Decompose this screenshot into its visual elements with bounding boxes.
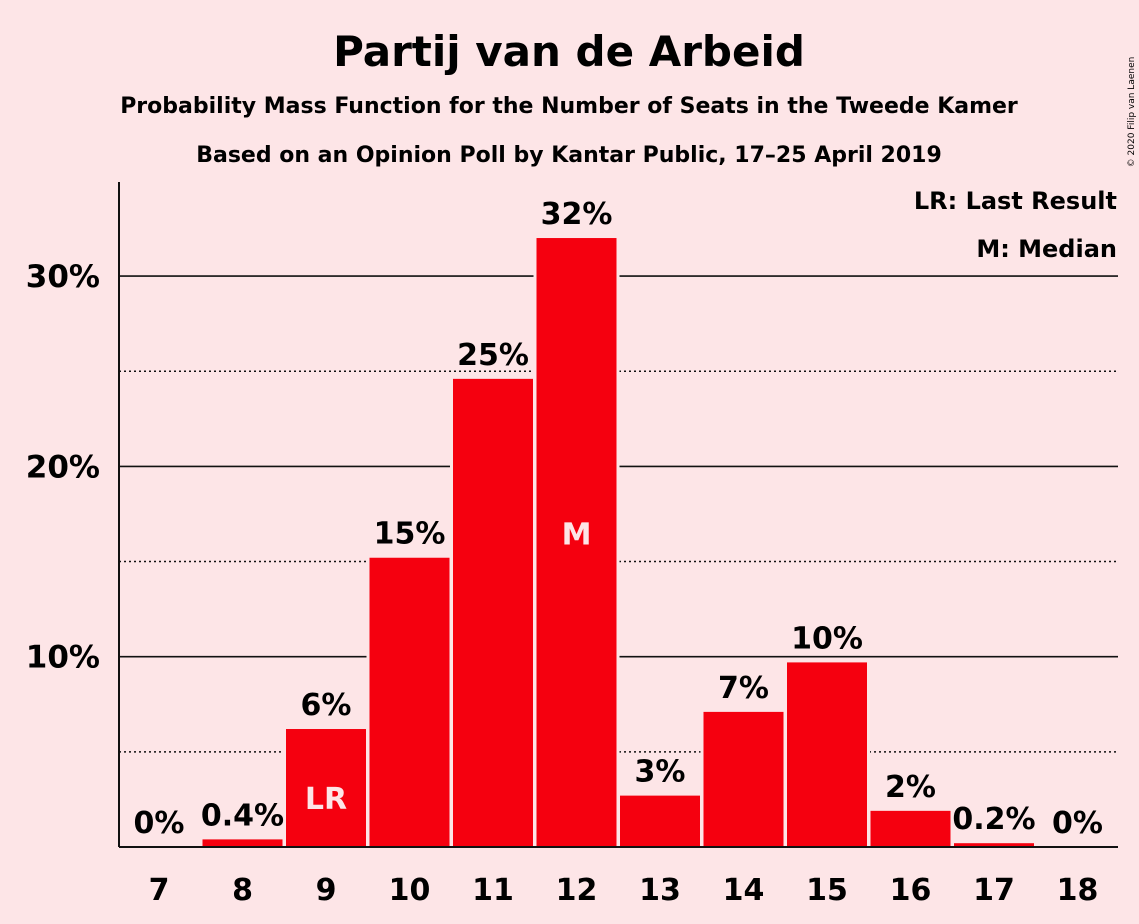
value-label-18: 0%	[1052, 806, 1103, 841]
x-tick-label: 7	[149, 873, 170, 908]
x-tick-label: 17	[973, 873, 1015, 908]
value-label-10: 15%	[374, 517, 446, 552]
value-label-7: 0%	[134, 806, 185, 841]
legend-last-result: LR: Last Result	[914, 187, 1117, 215]
axes: 10% 20% 30% 7 8 9 10 11 12 13 14 15 16 17 18	[26, 182, 1118, 908]
x-tick-label: 16	[890, 873, 932, 908]
last-result-marker: LR	[305, 782, 347, 817]
bar-seats-8	[202, 839, 283, 847]
x-tick-label: 8	[232, 873, 253, 908]
value-label-16: 2%	[885, 770, 936, 805]
value-label-15: 10%	[791, 621, 863, 656]
value-label-13: 3%	[635, 755, 686, 790]
value-label-14: 7%	[718, 671, 769, 706]
bar-seats-12	[536, 238, 617, 848]
x-tick-label: 15	[806, 873, 848, 908]
x-tick-label: 10	[389, 873, 431, 908]
bar-seats-14	[703, 711, 784, 847]
x-tick-label: 9	[316, 873, 337, 908]
legend-median: M: Median	[976, 235, 1117, 263]
value-label-11: 25%	[457, 338, 529, 373]
x-tick-label: 12	[556, 873, 598, 908]
y-tick-label: 30%	[26, 259, 100, 295]
x-tick-label: 13	[639, 873, 681, 908]
chart-title: Partij van de Arbeid	[333, 27, 805, 76]
chart-source: Based on an Opinion Poll by Kantar Publi…	[196, 143, 942, 168]
x-tick-label: 14	[723, 873, 765, 908]
bars	[199, 235, 1037, 848]
bar-seats-17	[954, 843, 1034, 847]
copyright: © 2020 Filip van Laenen	[1127, 57, 1137, 168]
data-labels: 0% 0.4% 6% LR 15% 25% 32% M 3% 7% 10% 2% 0.2% 0%	[134, 197, 1103, 841]
y-tick-label: 20%	[26, 449, 100, 485]
x-tick-label: 11	[472, 873, 514, 908]
chart-subtitle: Probability Mass Function for the Number…	[120, 94, 1018, 119]
bar-seats-15	[787, 662, 867, 847]
bar-seats-10	[369, 557, 450, 847]
x-tick-label: 18	[1057, 873, 1099, 908]
bar-seats-16	[870, 810, 951, 847]
value-label-12: 32%	[541, 197, 613, 232]
value-label-9: 6%	[301, 688, 352, 723]
y-tick-label: 10%	[26, 640, 100, 676]
value-label-17: 0.2%	[952, 802, 1035, 837]
median-marker: M	[562, 517, 592, 552]
bar-seats-13	[620, 795, 700, 847]
bar-seats-9	[286, 729, 366, 847]
value-label-8: 0.4%	[201, 798, 284, 833]
bar-seats-11	[453, 378, 533, 847]
